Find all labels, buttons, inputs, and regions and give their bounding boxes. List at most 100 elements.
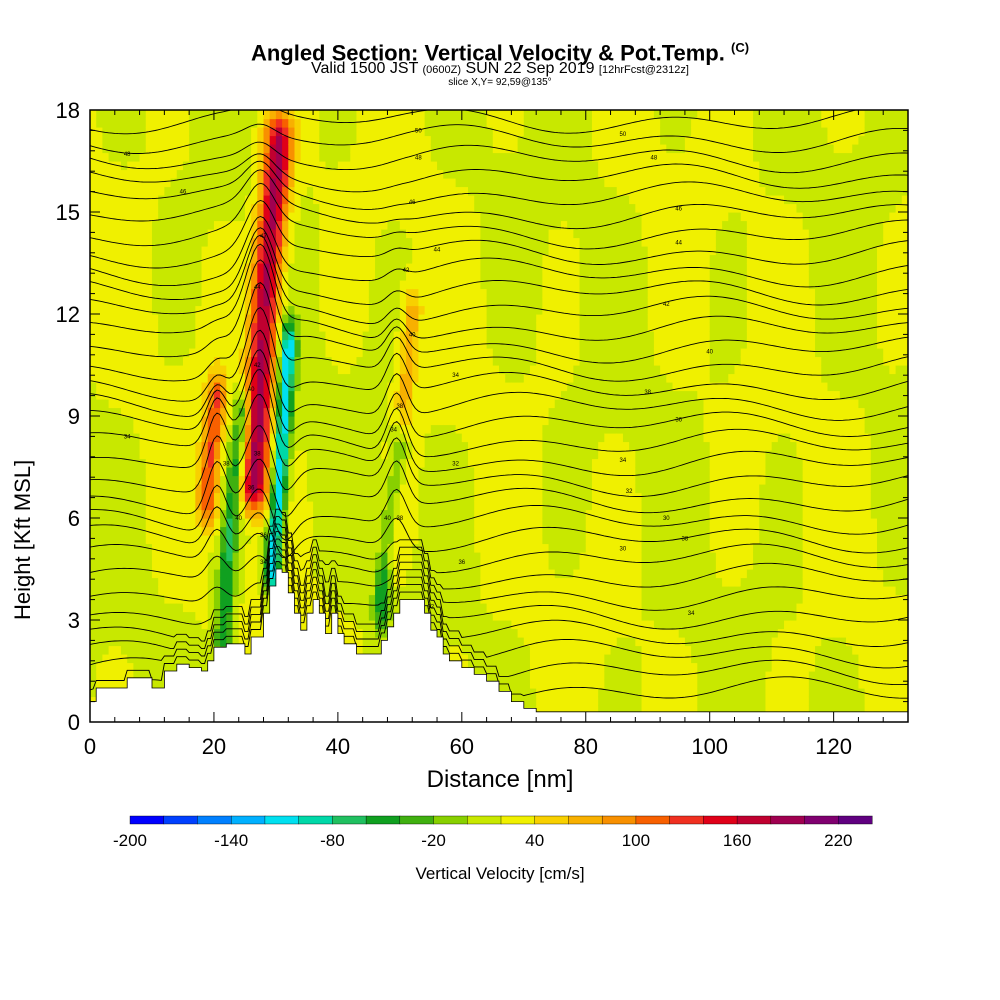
vv-cell (406, 569, 413, 579)
vv-cell (350, 569, 358, 579)
vv-cell (145, 135, 153, 145)
vv-cell (319, 577, 327, 587)
vv-cell (511, 518, 519, 528)
vv-cell (474, 135, 482, 145)
vv-cell (133, 424, 141, 434)
vv-cell (511, 620, 519, 630)
vv-cell (282, 339, 289, 349)
vv-cell (468, 407, 475, 417)
vv-cell (195, 118, 203, 128)
vv-cell (288, 339, 296, 349)
vv-cell (189, 365, 196, 375)
vv-cell (182, 518, 190, 528)
vv-cell (108, 467, 116, 477)
vv-cell (133, 110, 141, 120)
vv-cell (455, 161, 463, 171)
vv-cell (461, 407, 469, 417)
vv-cell (182, 118, 190, 128)
vv-cell (325, 416, 333, 426)
vv-cell (90, 450, 97, 460)
vv-cell (96, 620, 103, 630)
vv-cell (300, 441, 308, 451)
vv-cell (102, 186, 110, 196)
vv-cell (220, 297, 227, 307)
vv-cell (313, 518, 320, 528)
vv-cell (170, 161, 178, 171)
vv-cell (412, 110, 420, 120)
vv-cell (232, 229, 240, 239)
vv-cell (406, 560, 413, 570)
vv-cell (96, 356, 103, 366)
vv-cell (213, 280, 221, 290)
vv-cell (325, 518, 333, 528)
vv-cell (114, 492, 122, 502)
vv-cell (499, 152, 506, 162)
vv-cell (350, 467, 358, 477)
vv-cell (207, 611, 215, 621)
vv-cell (102, 288, 110, 298)
vv-cell (350, 331, 358, 341)
vv-cell (244, 458, 252, 468)
vv-cell (133, 263, 141, 273)
vv-cell (232, 373, 240, 383)
vv-cell (393, 475, 401, 485)
vv-cell (517, 662, 525, 672)
vv-cell (325, 178, 333, 188)
vv-cell (133, 662, 141, 672)
vv-cell (418, 348, 426, 358)
vv-cell (461, 475, 469, 485)
vv-cell (368, 297, 376, 307)
vv-cell (468, 518, 475, 528)
vv-cell (145, 637, 153, 647)
vv-cell (257, 501, 265, 511)
vv-cell (170, 526, 178, 536)
vv-cell (133, 305, 141, 315)
vv-cell (443, 373, 451, 383)
vv-cell (201, 237, 209, 247)
vv-cell (294, 280, 302, 290)
vv-cell (468, 382, 475, 392)
vv-cell (127, 594, 134, 604)
vv-cell (139, 535, 147, 545)
vv-cell (108, 407, 116, 417)
vv-cell (486, 178, 494, 188)
vv-cell (90, 467, 97, 477)
vv-cell (412, 526, 420, 536)
vv-cell (300, 186, 308, 196)
vv-cell (182, 178, 190, 188)
vv-cell (319, 382, 327, 392)
vv-cell (176, 526, 184, 536)
vv-cell (145, 152, 153, 162)
vv-cell (220, 552, 227, 562)
vv-cell (492, 509, 500, 519)
vv-cell (238, 144, 246, 154)
vv-cell (201, 475, 209, 485)
vv-cell (151, 314, 159, 324)
vv-cell (368, 127, 376, 137)
vv-cell (182, 492, 190, 502)
vv-cell (102, 246, 110, 256)
vv-cell (176, 416, 184, 426)
vv-cell (468, 450, 475, 460)
vv-cell (480, 407, 488, 417)
vv-cell (282, 552, 289, 562)
vv-cell (313, 526, 320, 536)
vv-cell (189, 543, 196, 553)
vv-cell (201, 356, 209, 366)
vv-cell (96, 492, 103, 502)
vv-cell (189, 169, 196, 179)
vv-cell (176, 535, 184, 545)
vv-cell (226, 509, 234, 519)
vv-cell (418, 458, 426, 468)
vv-cell (102, 586, 110, 596)
vv-cell (486, 603, 494, 613)
vv-cell (158, 212, 165, 222)
vv-cell (381, 365, 389, 375)
vv-cell (96, 229, 103, 239)
vv-cell (96, 662, 103, 672)
vv-cell (362, 526, 370, 536)
vertical-velocity-field (90, 110, 908, 722)
vv-cell (294, 186, 302, 196)
vv-cell (449, 178, 457, 188)
vv-cell (300, 382, 308, 392)
